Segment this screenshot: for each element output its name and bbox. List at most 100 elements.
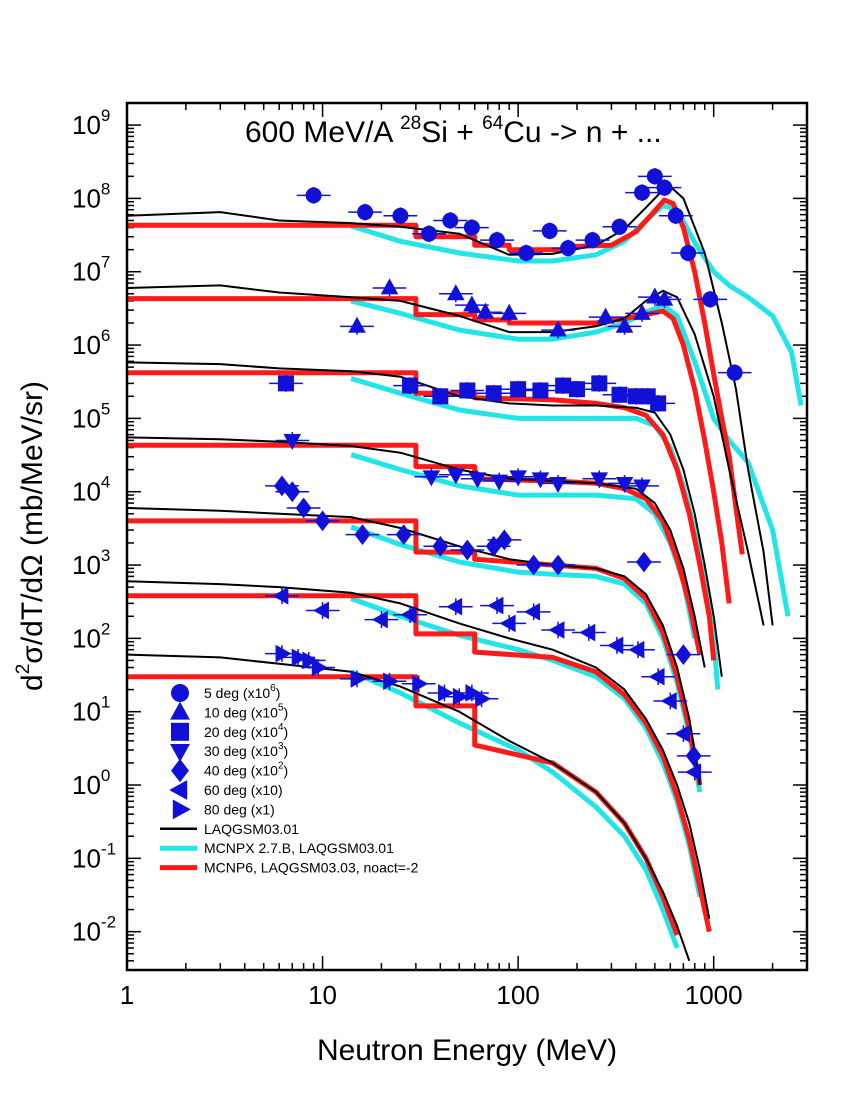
legend-entry: 60 deg (x10) (169, 780, 283, 800)
laqgsm-curve-60-deg (127, 580, 711, 919)
data-point-circle (656, 179, 673, 196)
y-tick-label: 107 (72, 253, 110, 287)
y-tick-label: 10-1 (72, 839, 116, 873)
y-tick-exponent: 4 (101, 473, 110, 492)
legend-entry: 10 deg (x105) (170, 701, 288, 720)
laqgsm-curve-80-deg (127, 653, 691, 962)
data-point-triangle-left (446, 597, 463, 616)
legend-text: 40 deg (x10 (204, 763, 278, 779)
laqgsm-curve-20-deg (127, 361, 723, 677)
data-point-triangle-down (509, 470, 527, 487)
mcnp6-curve-60-deg (127, 593, 712, 933)
x-tick-label: 10 (308, 980, 337, 1010)
legend-label: LAQGSM03.01 (204, 821, 299, 837)
data-point-diamond (525, 554, 542, 576)
title-part-3: Cu -> n + ... (503, 116, 661, 149)
legend-tail: ) (284, 763, 289, 779)
y-tick-base: 10 (72, 697, 101, 727)
legend-marker-circle (171, 684, 189, 702)
y-tick-label: 108 (72, 179, 110, 213)
y-tick-exponent: 3 (101, 546, 110, 565)
data-point-triangle-left (371, 610, 388, 629)
legend-label: 10 deg (x105) (204, 702, 288, 720)
legend-marker-triangle-left (169, 780, 188, 800)
y-tick-exponent: 0 (101, 766, 110, 785)
data-point-triangle-down (422, 470, 441, 487)
legend-exponent: 2 (278, 761, 284, 772)
data-point-triangle-down (633, 479, 651, 496)
legend-label: 20 deg (x104) (204, 722, 288, 740)
legend-entry: 80 deg (x1) (172, 799, 275, 820)
legend-tail: ) (276, 685, 281, 701)
data-point-square (277, 375, 294, 392)
legend-marker-square (171, 722, 189, 741)
legend-label: 40 deg (x102) (204, 761, 288, 779)
data-point-diamond (675, 644, 692, 666)
mcnpx-curve-80-deg (350, 669, 680, 949)
data-point-square (650, 395, 667, 412)
data-point-triangle-right (275, 644, 292, 663)
data-point-diamond (685, 745, 702, 767)
y-tick-base: 10 (72, 110, 101, 140)
data-point-triangle-left (673, 724, 690, 743)
legend-label: 80 deg (x1) (204, 801, 275, 817)
title-mass-cu: 64 (482, 113, 504, 134)
data-point-square (432, 388, 449, 405)
y-tick-base: 10 (72, 550, 101, 580)
data-point-triangle-right (350, 670, 367, 688)
data-point-triangle-right (438, 684, 455, 702)
data-point-circle (726, 364, 743, 381)
y-tick-base: 10 (72, 623, 101, 653)
legend-text: 30 deg (x10 (204, 743, 278, 759)
legend-entry: 40 deg (x102) (171, 758, 288, 783)
y-label-d: d (16, 674, 49, 691)
legend-marker-diamond (171, 758, 189, 783)
data-point-diamond (459, 539, 476, 561)
y-tick-label: 103 (72, 546, 110, 580)
data-point-triangle-left (499, 614, 516, 633)
data-point-triangle-up (655, 289, 674, 306)
legend-tail: ) (284, 704, 289, 720)
plot-frame (125, 101, 809, 972)
data-point-diamond (284, 481, 301, 503)
data-point-triangle-left (524, 603, 541, 621)
data-point-triangle-left (607, 636, 624, 655)
data-point-triangle-up (596, 307, 615, 324)
data-point-triangle-down (615, 476, 634, 493)
mcnp6-curve-20-deg (127, 370, 717, 661)
y-tick-base: 10 (72, 330, 101, 360)
y-tick-label: 10-2 (72, 913, 116, 947)
data-point-triangle-down (590, 472, 609, 489)
y-tick-exponent: 7 (101, 253, 110, 272)
y-tick-exponent: 1 (101, 693, 110, 712)
legend-exponent: 6 (270, 683, 276, 694)
data-point-triangle-right (383, 672, 400, 691)
experimental-points (265, 167, 752, 781)
legend-text: 80 deg (x1) (204, 801, 275, 817)
data-point-diamond (496, 529, 513, 551)
title-part-2: Si + (421, 116, 482, 149)
y-tick-exponent: 6 (101, 326, 110, 345)
data-point-circle (541, 222, 558, 239)
y-tick-exponent: -2 (101, 913, 116, 932)
y-tick-base: 10 (72, 183, 101, 213)
y-tick-exponent: 8 (101, 179, 110, 198)
data-point-triangle-down (468, 472, 487, 489)
data-point-triangle-up (380, 278, 399, 295)
data-point-triangle-down (490, 474, 508, 491)
y-tick-base: 10 (72, 403, 101, 433)
data-point-circle (560, 240, 577, 257)
y-tick-label: 101 (72, 693, 110, 727)
legend-entry: 30 deg (x103) (170, 741, 288, 762)
mcnpx-curve-5-deg (350, 203, 804, 406)
data-point-circle (463, 219, 480, 236)
legend-label: MCNP6, LAQGSM03.03, noact=-2 (204, 860, 419, 876)
y-tick-label: 109 (72, 106, 110, 140)
data-point-triangle-up (633, 303, 651, 320)
data-point-triangle-up (615, 316, 634, 333)
data-point-diamond (354, 524, 371, 546)
data-point-circle (702, 291, 719, 308)
data-point-diamond (295, 497, 312, 519)
data-point-circle (646, 168, 663, 185)
